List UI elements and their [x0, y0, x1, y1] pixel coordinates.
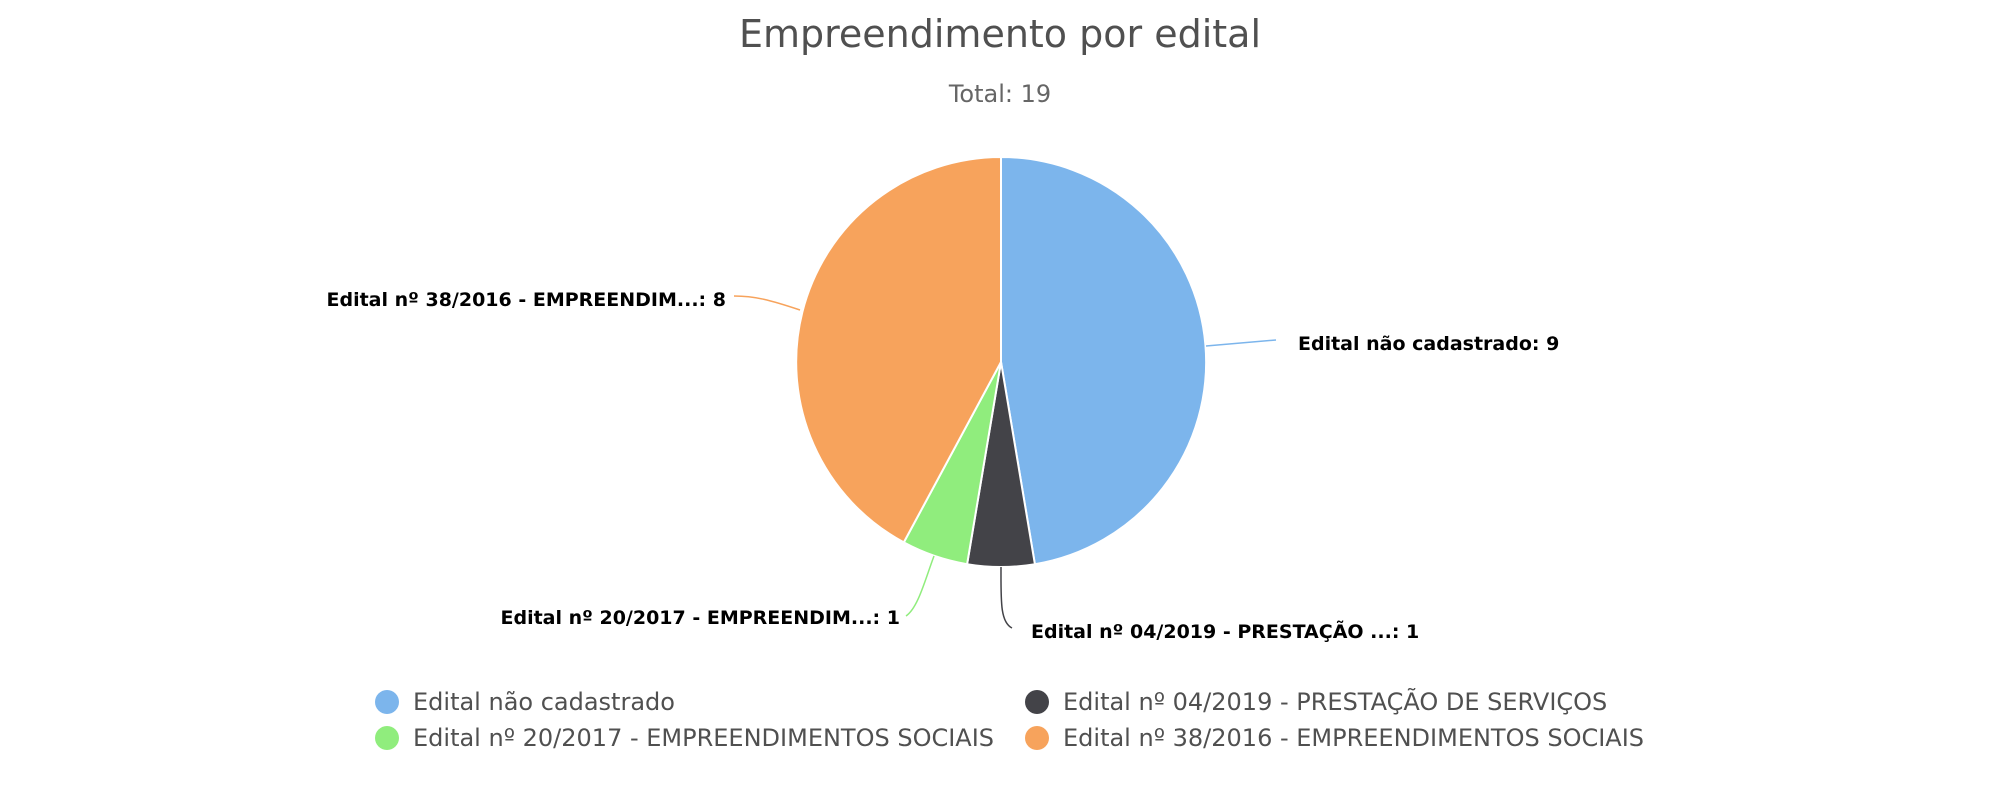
data-label-nao-cadastrado: Edital não cadastrado: 9: [1298, 333, 1559, 355]
legend-item-38-2016[interactable]: Edital nº 38/2016 - EMPREENDIMENTOS SOCI…: [1025, 724, 1644, 752]
connector-nao-cadastrado: [1205, 339, 1277, 347]
data-label-38-2016: Edital nº 38/2016 - EMPREENDIM...: 8: [327, 289, 727, 311]
legend-circle-icon: [1025, 690, 1049, 714]
legend-label: Edital nº 20/2017 - EMPREENDIMENTOS SOCI…: [413, 724, 995, 752]
data-label-04-2019: Edital nº 04/2019 - PRESTAÇÃO ...: 1: [1031, 619, 1419, 643]
legend-circle-icon: [375, 726, 399, 750]
chart-title: Empreendimento por edital: [738, 12, 1262, 56]
legend-circle-icon: [1025, 726, 1049, 750]
slice-edital-nao-cadastrado[interactable]: [1000, 155, 1208, 566]
legend-circle-icon: [375, 690, 399, 714]
legend-label: Edital não cadastrado: [413, 688, 675, 716]
chart-subtitle: Total: 19: [948, 80, 1052, 108]
connector-38-2016: [733, 295, 801, 311]
connector-04-2019: [1000, 566, 1013, 629]
data-label-20-2017: Edital nº 20/2017 - EMPREENDIM...: 1: [501, 607, 901, 629]
connector-20-2017: [905, 555, 935, 617]
slice-edital-38-2016[interactable]: [795, 155, 1002, 544]
legend-item-nao-cadastrado[interactable]: Edital não cadastrado: [375, 688, 675, 716]
legend-label: Edital nº 04/2019 - PRESTAÇÃO DE SERVIÇO…: [1063, 688, 1608, 716]
legend-item-20-2017[interactable]: Edital nº 20/2017 - EMPREENDIMENTOS SOCI…: [375, 724, 994, 752]
legend-label: Edital nº 38/2016 - EMPREENDIMENTOS SOCI…: [1063, 724, 1645, 752]
legend-item-04-2019[interactable]: Edital nº 04/2019 - PRESTAÇÃO DE SERVIÇO…: [1025, 688, 1607, 716]
